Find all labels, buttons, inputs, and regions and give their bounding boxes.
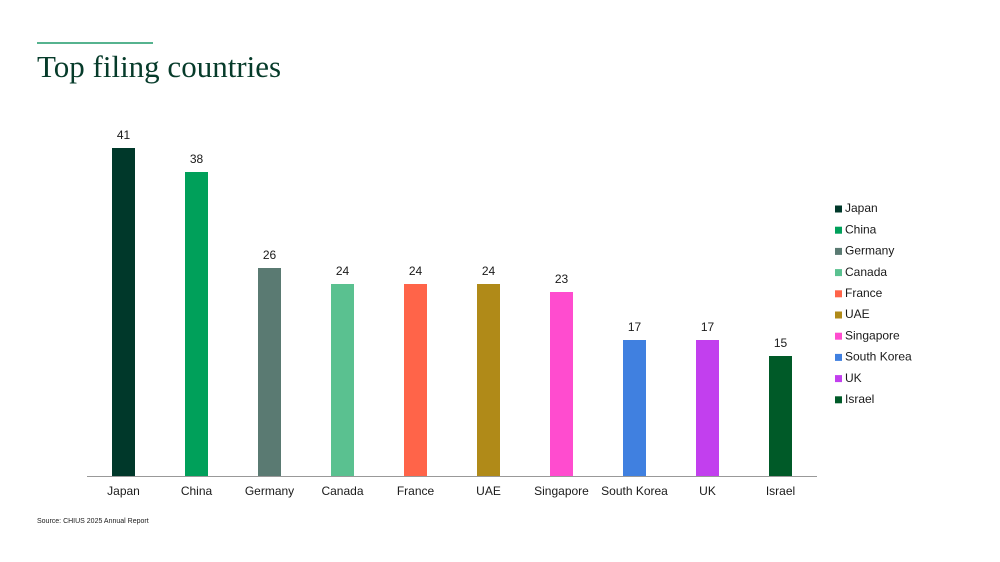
value-label: 23 <box>555 272 569 286</box>
bar <box>696 340 719 476</box>
bar <box>185 172 208 476</box>
x-tick-label: Canada <box>321 484 363 498</box>
legend-swatch <box>835 332 842 340</box>
legend-swatch <box>835 396 842 404</box>
value-label: 41 <box>117 128 131 142</box>
legend-swatch <box>835 269 842 277</box>
legend-label: France <box>845 286 883 300</box>
x-tick-label: Japan <box>107 484 140 498</box>
value-label: 24 <box>482 264 496 278</box>
legend-swatch <box>835 247 842 255</box>
x-tick-label: UAE <box>476 484 501 498</box>
legend-label: UK <box>845 371 862 385</box>
value-label: 24 <box>336 264 350 278</box>
source-note: Source: CHIUS 2025 Annual Report <box>37 518 149 525</box>
legend-swatch <box>835 226 842 234</box>
x-tick-label: UK <box>699 484 716 498</box>
legend-swatch <box>835 290 842 298</box>
x-tick-label: Singapore <box>534 484 589 498</box>
value-label: 24 <box>409 264 423 278</box>
legend-swatch <box>835 375 842 383</box>
x-tick-label: South Korea <box>601 484 668 498</box>
x-tick-label: China <box>181 484 213 498</box>
value-label: 17 <box>701 320 715 334</box>
bar <box>623 340 646 476</box>
x-tick-label: France <box>397 484 435 498</box>
bar <box>331 284 354 476</box>
value-label: 38 <box>190 152 204 166</box>
legend-swatch <box>835 353 842 361</box>
legend-label: Singapore <box>845 328 900 342</box>
legend-label: Japan <box>845 201 878 215</box>
legend-label: Israel <box>845 392 874 406</box>
value-label: 26 <box>263 248 277 262</box>
bar <box>258 268 281 476</box>
bar <box>477 284 500 476</box>
legend-label: Germany <box>845 244 894 258</box>
legend-label: UAE <box>845 307 870 321</box>
x-tick-label: Israel <box>766 484 795 498</box>
value-label: 15 <box>774 336 788 350</box>
x-tick-label: Germany <box>245 484 294 498</box>
legend-swatch <box>835 311 842 319</box>
legend-label: Canada <box>845 265 887 279</box>
legend-label: South Korea <box>845 350 912 364</box>
legend-swatch <box>835 205 842 213</box>
legend-label: China <box>845 222 877 236</box>
bar <box>769 356 792 476</box>
bar <box>550 292 573 476</box>
bar <box>112 148 135 476</box>
value-label: 17 <box>628 320 642 334</box>
chart-title: Top filing countries <box>37 49 281 84</box>
bar <box>404 284 427 476</box>
